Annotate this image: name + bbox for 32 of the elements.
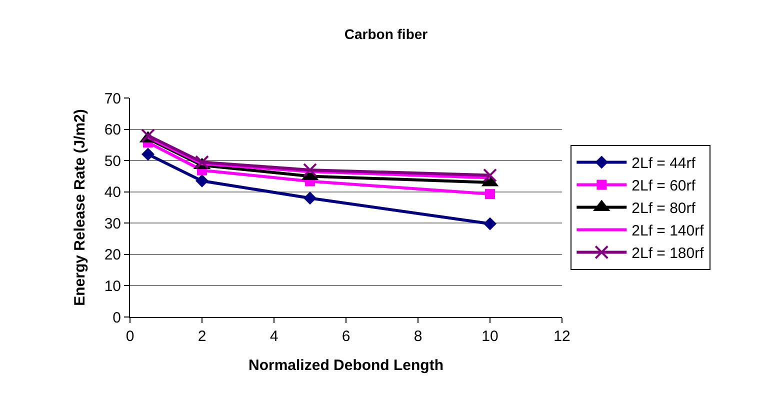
x-tick-label: 6 (342, 328, 350, 345)
x-tick-label: 0 (126, 328, 134, 345)
point (196, 174, 208, 188)
x-tick-label: 12 (554, 328, 570, 345)
point (483, 168, 497, 182)
y-tick-label: 10 (104, 278, 121, 295)
point (485, 189, 495, 200)
legend-label: 2Lf = 44rf (632, 155, 696, 172)
x-tick-label: 10 (482, 328, 498, 345)
chart-title: Carbon fiber (344, 26, 428, 42)
y-tick-label: 20 (104, 246, 121, 264)
y-tick-label: 40 (104, 184, 121, 202)
y-tick-label: 30 (104, 215, 121, 232)
x-tick-label: 4 (270, 328, 278, 345)
y-tick-label: 60 (104, 122, 121, 139)
y-tick-label: 70 (104, 90, 121, 108)
y-axis-title: Energy Release Rate (J/m2) (72, 109, 89, 306)
point (195, 155, 209, 170)
point (304, 192, 316, 205)
legend-label: 2Lf = 140rf (632, 222, 705, 240)
y-tick-label: 50 (104, 152, 121, 170)
x-tick-label: 2 (198, 328, 206, 345)
y-tick-label: 0 (112, 309, 121, 326)
point (142, 148, 154, 161)
legend-label: 2Lf = 60rf (632, 178, 696, 195)
legend-label: 2Lf = 80rf (632, 200, 696, 218)
x-tick-label: 8 (414, 328, 422, 345)
point (141, 128, 155, 143)
x-axis-title: Normalized Debond Length (248, 357, 444, 374)
legend-label: 2Lf = 180rf (632, 245, 705, 262)
point (303, 162, 317, 177)
point (484, 217, 496, 230)
